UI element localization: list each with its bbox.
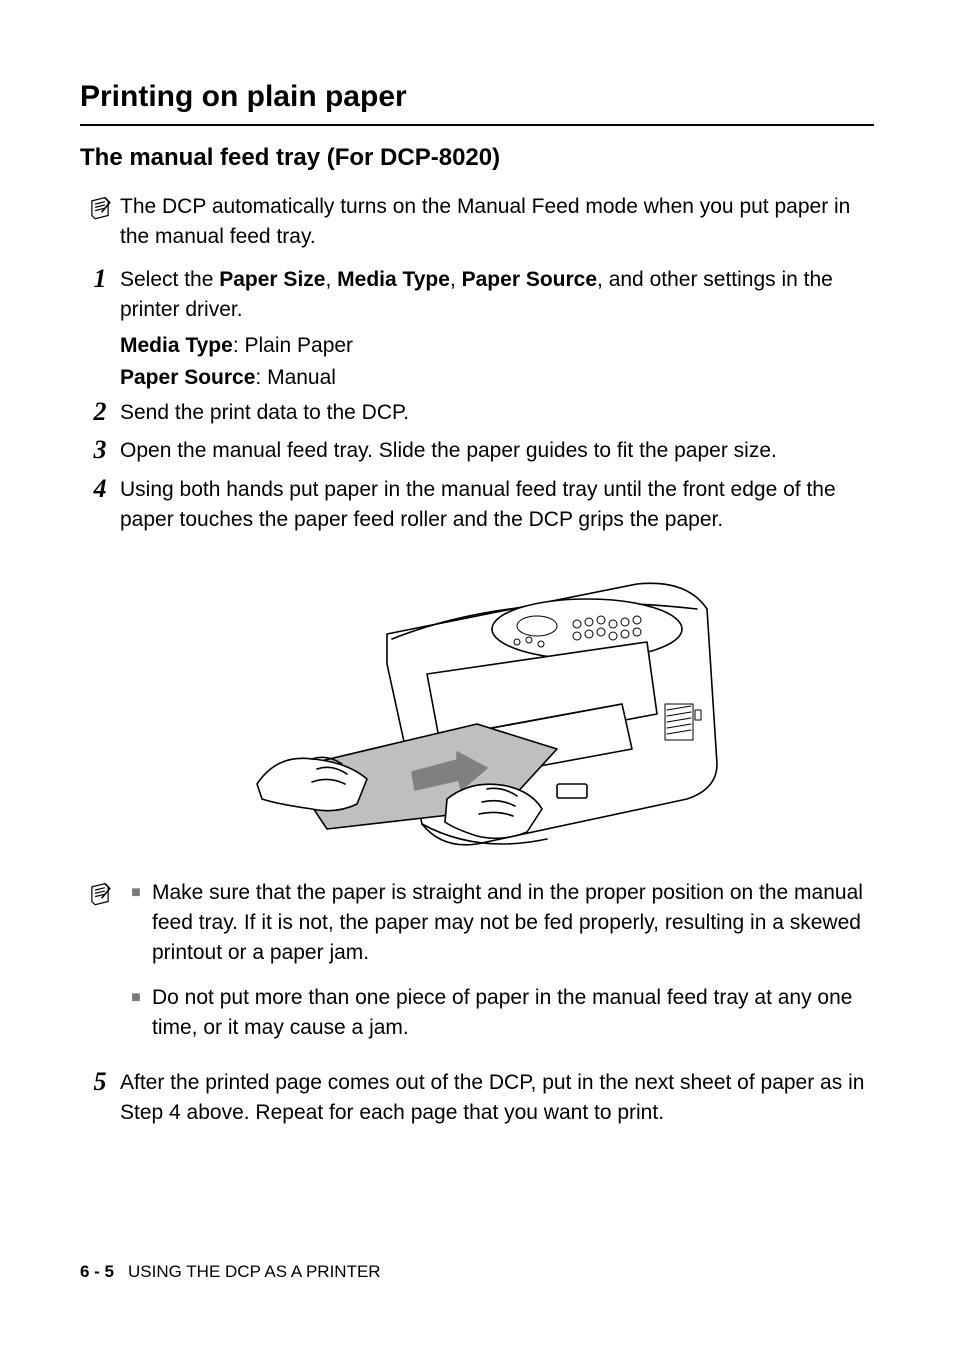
step-5: 5 After the printed page comes out of th…	[80, 1068, 874, 1129]
bullet-list: ■ Make sure that the paper is straight a…	[120, 878, 874, 1058]
t: Paper Source	[462, 268, 597, 291]
step-number: 1	[80, 265, 120, 294]
t: Media Type	[337, 268, 450, 291]
note-icon	[80, 192, 120, 222]
step-number: 4	[80, 475, 120, 504]
title-rule	[80, 124, 874, 126]
section-subtitle: The manual feed tray (For DCP-8020)	[80, 144, 874, 172]
intro-note: The DCP automatically turns on the Manua…	[80, 192, 874, 253]
step-2-text: Send the print data to the DCP.	[120, 398, 874, 428]
label: Media Type	[120, 334, 233, 357]
bullet-text: Make sure that the paper is straight and…	[152, 878, 874, 969]
val: : Manual	[255, 366, 336, 389]
page-title: Printing on plain paper	[80, 80, 874, 114]
step-number: 3	[80, 436, 120, 465]
list-item: ■ Do not put more than one piece of pape…	[120, 983, 874, 1044]
printer-illustration	[80, 554, 874, 854]
t: ,	[325, 268, 337, 291]
step-3: 3 Open the manual feed tray. Slide the p…	[80, 436, 874, 466]
bullet-marker: ■	[120, 878, 152, 908]
intro-note-text: The DCP automatically turns on the Manua…	[120, 192, 874, 253]
footer-section: USING THE DCP AS A PRINTER	[128, 1262, 381, 1281]
bullet-text: Do not put more than one piece of paper …	[152, 983, 874, 1044]
step-number: 2	[80, 398, 120, 427]
label: Paper Source	[120, 366, 255, 389]
page-number: 6 - 5	[80, 1262, 114, 1281]
step-body: Select the Paper Size, Media Type, Paper…	[120, 265, 874, 390]
t: Paper Size	[219, 268, 325, 291]
t: ,	[450, 268, 462, 291]
step-2: 2 Send the print data to the DCP.	[80, 398, 874, 428]
step-4-text: Using both hands put paper in the manual…	[120, 475, 874, 536]
page-footer: 6 - 5 USING THE DCP AS A PRINTER	[80, 1262, 381, 1282]
step-5-text: After the printed page comes out of the …	[120, 1068, 874, 1129]
step-3-text: Open the manual feed tray. Slide the pap…	[120, 436, 874, 466]
bullet-marker: ■	[120, 983, 152, 1013]
list-item: ■ Make sure that the paper is straight a…	[120, 878, 874, 969]
val: : Plain Paper	[233, 334, 353, 357]
t: Select the	[120, 268, 219, 291]
caution-notes: ■ Make sure that the paper is straight a…	[80, 878, 874, 1058]
note-icon	[80, 878, 120, 908]
manual-page: Printing on plain paper The manual feed …	[0, 0, 954, 1352]
step-1-media-type: Media Type: Plain Paper	[120, 334, 874, 358]
step-1: 1 Select the Paper Size, Media Type, Pap…	[80, 265, 874, 390]
step-1-text: Select the Paper Size, Media Type, Paper…	[120, 265, 874, 326]
step-number: 5	[80, 1068, 120, 1097]
step-4: 4 Using both hands put paper in the manu…	[80, 475, 874, 536]
step-1-paper-source: Paper Source: Manual	[120, 366, 874, 390]
